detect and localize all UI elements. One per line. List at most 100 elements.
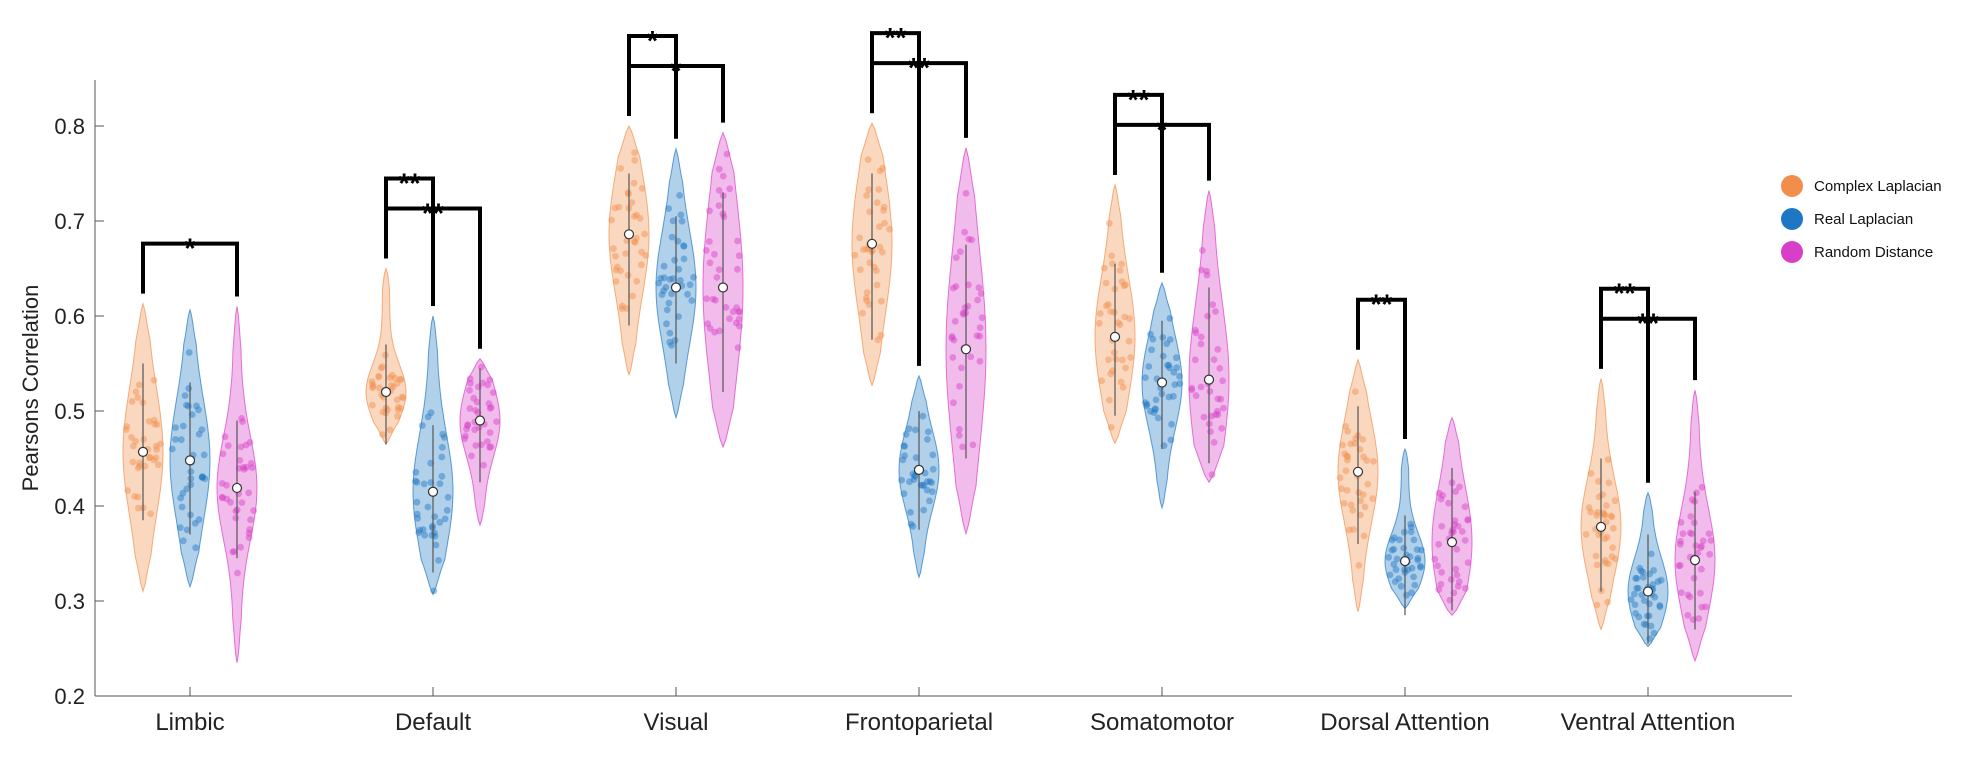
median-marker-complex-laplacian [623,229,635,240]
data-point-real-laplacian [418,422,426,429]
data-point-complex-laplacian [863,192,870,199]
data-point-real-laplacian [666,329,674,337]
data-point-real-laplacian [1396,536,1403,544]
data-point-complex-laplacian [638,248,645,256]
data-point-complex-laplacian [369,381,376,388]
data-point-random-distance [968,236,976,244]
data-point-real-laplacian [414,514,421,522]
data-point-random-distance [1688,530,1696,538]
data-point-real-laplacian [924,436,931,443]
data-point-complex-laplacian [1352,388,1359,395]
data-point-complex-laplacian [1593,601,1601,609]
data-point-random-distance [715,202,723,210]
data-point-complex-laplacian [874,336,882,344]
data-point-real-laplacian [1166,364,1173,372]
median-marker-real-laplacian [184,455,196,466]
data-point-random-distance [219,450,227,458]
data-point-real-laplacian [430,587,438,595]
significance-label: ** [1614,278,1636,309]
data-point-real-laplacian [440,434,448,441]
data-point-random-distance [223,481,231,489]
data-point-random-distance [1698,483,1706,491]
data-point-complex-laplacian [1107,370,1115,378]
data-point-complex-laplacian [629,292,636,300]
significance-label: ** [1128,84,1150,115]
data-point-complex-laplacian [368,378,376,385]
data-point-random-distance [250,507,257,514]
data-point-random-distance [965,235,973,243]
data-point-real-laplacian [1390,545,1398,553]
data-point-real-laplacian [443,506,451,514]
data-point-random-distance [237,443,245,451]
median-marker-real-laplacian [1399,555,1411,567]
data-point-random-distance [486,376,494,384]
data-point-random-distance [956,383,963,390]
data-point-random-distance [950,399,957,407]
data-point-real-laplacian [1411,581,1419,589]
data-point-real-laplacian [1649,581,1657,588]
data-point-random-distance [1452,488,1459,495]
data-point-complex-laplacian [1100,264,1108,272]
data-point-complex-laplacian [1125,337,1133,345]
data-point-random-distance [486,405,494,412]
data-point-real-laplacian [912,454,920,462]
data-point-real-laplacian [671,256,678,264]
data-point-complex-laplacian [1109,367,1116,375]
data-point-real-laplacian [1407,520,1415,528]
data-point-real-laplacian [439,430,447,438]
data-point-complex-laplacian [1355,489,1363,496]
data-point-real-laplacian [412,477,419,485]
median-marker-real-laplacian [913,464,925,475]
data-point-random-distance [1188,386,1196,394]
data-point-random-distance [967,353,975,361]
data-point-complex-laplacian [631,238,639,246]
data-point-complex-laplacian [1361,503,1369,511]
data-point-real-laplacian [907,508,914,516]
data-point-random-distance [1684,591,1692,599]
data-point-real-laplacian [1414,556,1422,564]
data-point-real-laplacian [1142,399,1149,406]
data-point-complex-laplacian [1363,457,1371,464]
data-point-complex-laplacian [123,423,131,430]
data-point-real-laplacian [657,274,665,282]
data-point-complex-laplacian [880,207,887,214]
data-point-random-distance [486,443,493,451]
data-point-random-distance [976,332,984,340]
data-point-complex-laplacian [1609,544,1617,551]
data-point-complex-laplacian [1608,553,1616,560]
legend-marker [1781,208,1803,230]
data-point-complex-laplacian [1105,356,1112,364]
data-point-real-laplacian [1145,363,1153,370]
significance-label: ** [422,198,444,229]
data-point-complex-laplacian [399,394,407,402]
data-point-real-laplacian [910,476,918,483]
median-marker-random-distance [717,282,729,293]
data-point-random-distance [1192,392,1200,400]
data-point-random-distance [1212,308,1219,315]
data-point-complex-laplacian [615,203,623,211]
data-point-complex-laplacian [1121,313,1129,321]
data-point-complex-laplacian [1126,315,1133,323]
data-point-random-distance [237,543,245,551]
significance-label: * [185,233,196,264]
data-point-real-laplacian [1632,575,1639,582]
data-point-real-laplacian [660,274,668,282]
data-point-complex-laplacian [1106,219,1113,227]
data-point-random-distance [1212,411,1220,419]
data-point-complex-laplacian [150,416,158,424]
data-point-random-distance [479,379,486,387]
data-point-random-distance [955,432,963,439]
data-point-real-laplacian [1654,578,1662,585]
data-point-complex-laplacian [1119,383,1127,391]
data-point-random-distance [715,266,723,274]
significance-label: ** [399,168,421,199]
data-point-random-distance [487,404,495,411]
data-point-complex-laplacian [147,510,155,518]
data-point-complex-laplacian [624,189,632,197]
data-point-complex-laplacian [152,442,160,450]
data-point-complex-laplacian [1600,509,1607,517]
data-point-real-laplacian [1166,336,1174,343]
data-point-real-laplacian [438,472,446,480]
data-point-real-laplacian [1390,560,1398,568]
